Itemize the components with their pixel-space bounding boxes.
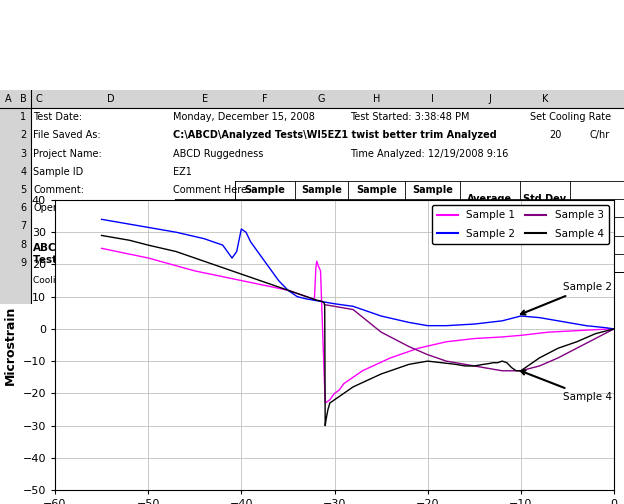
Text: #N/A: #N/A <box>532 258 558 268</box>
Text: 2: 2 <box>21 131 27 141</box>
Text: 30.7: 30.7 <box>311 239 332 249</box>
Text: C:\ABCD\Analyzed Tests\WI5EZ1 twist better trim Analyzed: C:\ABCD\Analyzed Tests\WI5EZ1 twist bett… <box>173 131 497 141</box>
Text: 8: 8 <box>21 239 27 249</box>
Text: -21.3: -21.3 <box>309 258 334 268</box>
Text: Sample 2: Sample 2 <box>521 282 612 314</box>
Text: G: G <box>318 94 325 104</box>
Text: F: F <box>262 94 268 104</box>
Text: File Saved As:: File Saved As: <box>33 131 100 141</box>
Text: Cooling Rate is the slope of 10 consecutive time-sample temperature data when cr: Cooling Rate is the slope of 10 consecut… <box>33 277 437 285</box>
Text: 4: 4 <box>429 203 436 213</box>
Text: 9: 9 <box>21 258 27 268</box>
Text: Sample: Sample <box>356 185 397 195</box>
Text: A: A <box>5 94 11 104</box>
Text: B: B <box>20 94 27 104</box>
Text: 2: 2 <box>318 203 325 213</box>
Text: 6: 6 <box>21 203 27 213</box>
Text: Monday, December 15, 2008: Monday, December 15, 2008 <box>173 112 315 122</box>
Text: Sample: Sample <box>301 185 342 195</box>
Bar <box>0 90 624 108</box>
Text: H: H <box>373 94 380 104</box>
Text: Operator:: Operator: <box>33 203 80 213</box>
Text: I: I <box>431 94 434 104</box>
Text: Test Started: 3:38:48 PM: Test Started: 3:38:48 PM <box>350 112 469 122</box>
Text: Set Cooling Rate: Set Cooling Rate <box>530 112 611 122</box>
Text: C: C <box>36 94 42 104</box>
Text: Comment:: Comment: <box>33 185 84 195</box>
Text: 33.1: 33.1 <box>255 239 276 249</box>
Text: 20: 20 <box>549 131 561 141</box>
Text: Project Name:: Project Name: <box>33 149 102 159</box>
Text: Comment Here: Comment Here <box>173 185 247 195</box>
Text: D: D <box>107 94 115 104</box>
Text: C/hr: C/hr <box>590 131 610 141</box>
Text: #N/A: #N/A <box>477 258 503 268</box>
Text: -31.9: -31.9 <box>477 221 502 231</box>
Text: Time Analyzed: 12/19/2008 9:16: Time Analyzed: 12/19/2008 9:16 <box>350 149 509 159</box>
Text: E: E <box>202 94 208 104</box>
Text: Crack Temperature (C): Crack Temperature (C) <box>143 221 267 231</box>
Text: Sample: Sample <box>412 185 453 195</box>
Text: Sample ID: Sample ID <box>33 167 83 177</box>
Text: -32.2: -32.2 <box>253 221 278 231</box>
Text: 1: 1 <box>21 112 27 122</box>
Text: 33.4: 33.4 <box>479 239 500 249</box>
Text: Salvo: Salvo <box>173 203 200 213</box>
Text: ABCD Ruggedness: ABCD Ruggedness <box>173 149 263 159</box>
Text: 3: 3 <box>373 203 380 213</box>
Text: 4: 4 <box>21 167 27 177</box>
Legend: Sample 1, Sample 2, Sample 3, Sample 4: Sample 1, Sample 2, Sample 3, Sample 4 <box>432 205 609 244</box>
Text: J: J <box>489 94 492 104</box>
Text: #N/A: #N/A <box>364 258 389 268</box>
Text: 36.5: 36.5 <box>422 239 443 249</box>
Text: Std Dev: Std Dev <box>524 194 567 204</box>
Text: 5: 5 <box>21 185 27 195</box>
Y-axis label: Microstrain: Microstrain <box>4 305 17 385</box>
Text: 3: 3 <box>21 149 27 159</box>
Text: 0.33: 0.33 <box>534 221 556 231</box>
Text: 2.92: 2.92 <box>534 239 556 249</box>
Text: Cooling Rate (C/hr): Cooling Rate (C/hr) <box>152 258 258 268</box>
Text: 7: 7 <box>21 221 27 231</box>
Text: Strain Jump (μe): Strain Jump (μe) <box>160 239 250 249</box>
Text: Test Date:: Test Date: <box>33 112 82 122</box>
Text: EZ1: EZ1 <box>173 167 192 177</box>
Text: Sample 4: Sample 4 <box>521 370 612 402</box>
Text: -21.1: -21.1 <box>420 258 445 268</box>
Text: -31.6: -31.6 <box>309 221 334 231</box>
Text: -31.7: -31.7 <box>420 221 445 231</box>
Text: ABCD
Test Results: ABCD Test Results <box>33 243 104 265</box>
Bar <box>0 90 31 304</box>
Text: 1: 1 <box>261 203 268 213</box>
Text: Average: Average <box>467 194 512 204</box>
Text: Sample: Sample <box>245 185 285 195</box>
Text: K: K <box>542 94 548 104</box>
Text: -21.3: -21.3 <box>253 258 278 268</box>
